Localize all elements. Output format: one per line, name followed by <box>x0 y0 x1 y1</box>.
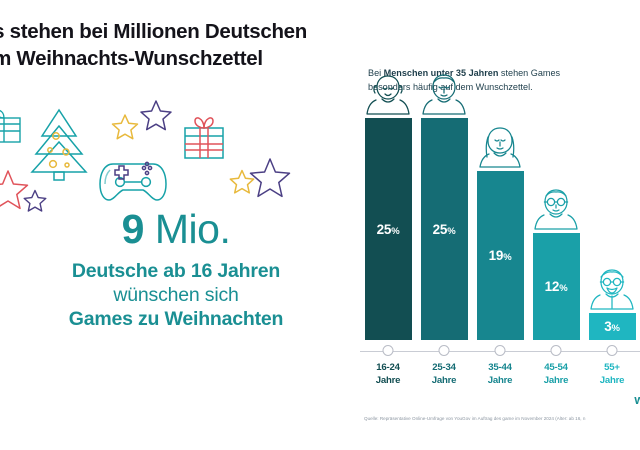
bar: 19% <box>476 171 524 340</box>
axis-label: 45-54 Jahre <box>543 362 569 386</box>
star-icon-purple-large <box>249 158 291 198</box>
axis-tick-dot <box>606 345 618 356</box>
axis-label: 35-44 Jahre <box>487 362 513 386</box>
axis-tick-dot <box>438 345 450 356</box>
bar-chart: 25% 25% 19% 12% <box>360 74 640 340</box>
source-note: Quelle: Repräsentative Online-Umfrage vo… <box>364 416 586 421</box>
logo-wordmark: ne <box>0 362 134 403</box>
bar-value-label: 19% <box>488 248 512 264</box>
caption-prefix: Bei <box>368 68 384 78</box>
bar-column: 25% <box>364 75 412 340</box>
bar-column: 25% <box>420 74 468 340</box>
axis-label: 55+ Jahre <box>599 362 625 386</box>
man-avatar-icon <box>419 66 469 118</box>
stat-block: 9 Mio. Deutsche ab 16 Jahren wünschen si… <box>0 206 352 331</box>
bar: 25% <box>420 118 468 340</box>
star-icon-gold <box>111 114 139 140</box>
stat-headline: 9 Mio. <box>0 206 352 252</box>
brand-logo: ne er deutschen ranche <box>0 362 134 426</box>
stat-line-2: wünschen sich <box>113 284 239 307</box>
man-glasses-avatar-icon <box>531 181 581 233</box>
axis-tick-dot <box>494 345 506 356</box>
caption-emphasis: Menschen unter 35 Jahren <box>383 68 499 78</box>
axis-label: 25-34 Jahre <box>431 362 457 386</box>
logo-subtitle: er deutschen ranche <box>0 406 134 426</box>
axis-tick-dot <box>550 345 562 356</box>
gift-box-icon <box>0 109 21 143</box>
chart-caption: Bei Menschen unter 35 Jahren stehen Game… <box>368 66 582 95</box>
bar-value-label: 3% <box>604 319 620 335</box>
stat-number: 9 <box>121 206 145 252</box>
woman-long-hair-avatar-icon <box>475 119 525 171</box>
stat-line-3: Games zu Weihnachten <box>68 308 284 331</box>
stat-unit: Mio. <box>154 206 231 252</box>
woman-avatar-icon <box>363 66 413 118</box>
axis-label-group: 16-24 Jahre 25-34 Jahre 35-44 Jahre 45-54 J… <box>360 362 640 396</box>
left-panel: es stehen bei Millionen Deutschen em Wei… <box>0 20 352 426</box>
right-panel: Bei Menschen unter 35 Jahren stehen Game… <box>352 0 640 450</box>
christmas-tree-icon <box>30 108 88 181</box>
stat-line-1: Deutsche ab 16 Jahren <box>71 260 281 283</box>
bar: 12% <box>532 233 580 340</box>
website-url[interactable]: ww <box>634 392 640 407</box>
gamepad-icon <box>99 161 167 201</box>
page-title: es stehen bei Millionen Deutschen em Wei… <box>0 20 308 71</box>
bar: 3% <box>588 313 636 340</box>
caption-suffix: stehen Games besonders häufig auf dem Wu… <box>368 68 561 93</box>
star-icon-red <box>0 170 29 210</box>
bar: 25% <box>364 118 412 340</box>
axis-tick-dot <box>382 345 394 356</box>
senior-man-glasses-avatar-icon <box>587 261 637 313</box>
bar-value-label: 25% <box>432 221 456 237</box>
bar-column: 3% <box>588 269 636 340</box>
bar-value-label: 12% <box>544 279 568 295</box>
chart-axis <box>360 345 640 357</box>
axis-label: 16-24 Jahre <box>375 362 401 386</box>
star-icon-purple <box>140 100 172 131</box>
gift-box-icon-red <box>184 117 224 159</box>
star-icon-gold-right <box>229 169 255 194</box>
bar-column: 12% <box>532 189 580 340</box>
bar-value-label: 25% <box>376 221 400 237</box>
decorative-icon-band <box>0 96 352 214</box>
star-icon-outline-purple <box>23 189 47 212</box>
bar-column: 19% <box>476 127 524 340</box>
